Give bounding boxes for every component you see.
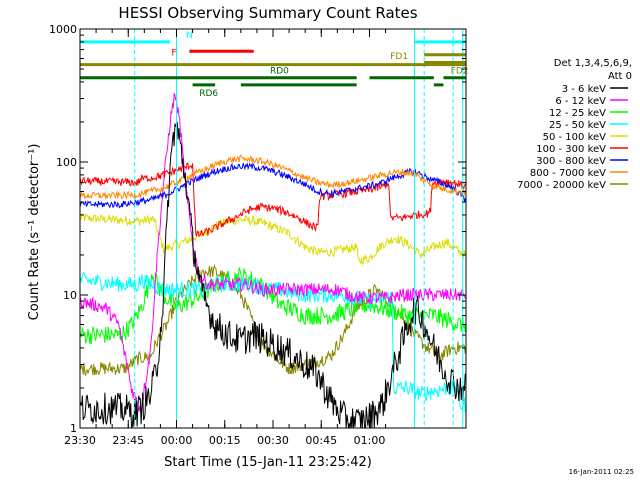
legend-entry-label: 100 - 300 keV	[536, 144, 606, 155]
legend-header: Det 1,3,4,5,6,9,	[554, 58, 632, 69]
x-axis-label: Start Time (15-Jan-11 23:25:42)	[164, 455, 372, 470]
legend-entry-label: 12 - 25 keV	[549, 108, 606, 119]
series-line	[80, 154, 466, 200]
x-tick-label: 01:00	[354, 434, 386, 447]
series-line	[80, 212, 466, 265]
x-tick-label: 00:15	[209, 434, 241, 447]
plot-area: NF RD0 RD6 FD1 FD2 1 10 100 1000 23:30 23:45 00:00 0…	[49, 23, 468, 447]
legend-entry-label: 25 - 50 keV	[549, 120, 606, 131]
status-bar-label: N	[186, 31, 193, 41]
y-tick-label: 100	[56, 156, 77, 169]
legend-entry-label: 3 - 6 keV	[562, 84, 606, 95]
legend-entry-label: 800 - 7000 keV	[530, 168, 606, 179]
y-tick-label: 1	[70, 422, 77, 435]
legend-header: Att 0	[608, 71, 632, 82]
x-tick-label: 00:45	[305, 434, 337, 447]
legend-entry-label: 7000 - 20000 keV	[517, 180, 606, 191]
x-tick-label: 00:30	[257, 434, 289, 447]
x-tick-label: 23:30	[64, 434, 96, 447]
y-axis-label: Count Rate (s⁻¹ detector⁻¹)	[27, 144, 42, 321]
status-bar-label: FD1	[390, 52, 408, 62]
status-bar-label: RD0	[270, 67, 289, 77]
series-line	[80, 92, 466, 412]
series-line	[80, 121, 466, 428]
y-tick-label: 10	[63, 289, 77, 302]
series-line	[80, 162, 466, 238]
x-tick-label: 00:00	[161, 434, 193, 447]
legend-entry-label: 6 - 12 keV	[555, 96, 606, 107]
status-bar-label: RD6	[199, 89, 218, 99]
legend-entry-label: 300 - 800 keV	[536, 156, 606, 167]
series-group	[80, 92, 466, 428]
footer-timestamp: 16-Jan-2011 02:25	[569, 468, 634, 476]
series-line	[80, 263, 466, 377]
status-bar-label: F	[171, 48, 176, 58]
chart-title: HESSI Observing Summary Count Rates	[118, 4, 417, 22]
legend-entry-label: 50 - 100 keV	[543, 132, 607, 143]
status-bar-label: FD2	[451, 66, 469, 76]
y-tick-label: 1000	[49, 23, 77, 36]
x-tick-label: 23:45	[112, 434, 144, 447]
